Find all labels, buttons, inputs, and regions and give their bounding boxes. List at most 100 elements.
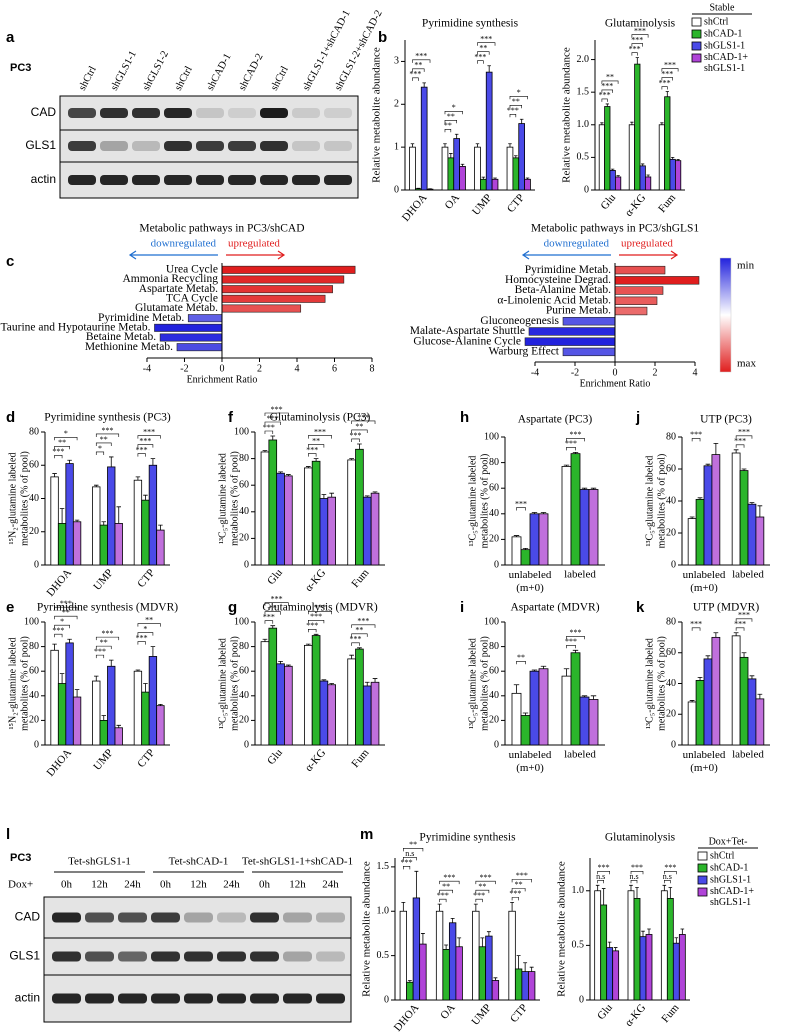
band <box>316 912 345 923</box>
bar <box>442 949 450 1001</box>
bar <box>65 642 74 746</box>
bar <box>612 950 620 1001</box>
bar <box>221 294 326 303</box>
y-tick-label: 0 <box>584 184 589 195</box>
bar <box>453 138 460 191</box>
sig-bracket <box>477 51 490 55</box>
x-tick-label: 4 <box>294 363 299 374</box>
sig-label: *** <box>271 405 283 414</box>
bar <box>598 124 606 191</box>
sig-bracket <box>137 632 154 636</box>
error-bar <box>757 505 763 517</box>
sig-label: *** <box>139 436 151 445</box>
colorbar-label: min <box>737 260 755 272</box>
y-tick-label: 80 <box>666 431 676 442</box>
x-tick-label: labeled <box>732 569 764 581</box>
x-tick-label: 4 <box>693 367 698 378</box>
bar <box>107 466 116 566</box>
colorbar <box>719 257 732 373</box>
band <box>164 141 192 151</box>
error-bar <box>646 174 650 177</box>
x-tick-label: OA <box>443 192 462 212</box>
error-bar <box>286 474 291 476</box>
sig-label: *** <box>52 626 64 635</box>
sig-label: * <box>98 444 102 453</box>
y-tick-label: 80 <box>239 641 249 652</box>
legend-label: shCAD-1 <box>710 862 748 873</box>
y-tick-label: 0 <box>34 559 39 570</box>
y-tick-label: 0 <box>494 559 499 570</box>
x-tick-label: UMP <box>91 747 116 773</box>
chart-title: Glutaminolysis <box>605 832 676 844</box>
y-tick-label: 80 <box>239 453 249 464</box>
sig-label: * <box>64 429 68 438</box>
error-bar <box>493 977 498 981</box>
sig-bracket <box>54 436 78 441</box>
arrow <box>619 250 679 260</box>
error-bar <box>590 695 597 700</box>
sig-bracket <box>601 98 608 102</box>
band <box>118 951 147 962</box>
sig-bracket <box>735 618 753 622</box>
sig-bracket <box>54 454 63 459</box>
sig-bracket <box>475 898 483 903</box>
error-bar <box>540 665 547 669</box>
sig-bracket <box>137 453 146 457</box>
error-bar <box>329 492 335 498</box>
sig-label: *** <box>661 69 673 78</box>
category-label: α-Linolenic Acid Metab. <box>497 294 611 306</box>
group-label: Tet-shCAD-1 <box>169 856 229 868</box>
sig-bracket <box>566 635 585 640</box>
error-bar <box>321 679 327 682</box>
band <box>250 951 279 962</box>
sig-bracket <box>735 435 753 439</box>
sig-bracket <box>439 898 447 903</box>
bar <box>347 459 356 566</box>
bar <box>303 644 313 746</box>
sig-bracket <box>95 654 105 659</box>
y-axis-label: metabolites (% of pool) <box>19 636 30 731</box>
sig-label: *** <box>314 427 326 436</box>
sig-label: ** <box>269 604 277 613</box>
bar <box>687 701 697 746</box>
sig-bracket <box>403 857 417 861</box>
band <box>118 912 147 923</box>
error-bar <box>437 903 442 912</box>
sig-bracket <box>516 660 526 665</box>
sig-bracket <box>509 104 522 109</box>
error-bar <box>286 664 291 667</box>
sig-label: *** <box>310 612 322 621</box>
colorbar-label: max <box>737 358 756 370</box>
timepoint: 24h <box>223 879 240 891</box>
x-tick-label: -2 <box>571 367 579 378</box>
error-bar <box>407 980 412 983</box>
x-tick-label: DHOA <box>44 567 74 599</box>
band <box>68 175 96 185</box>
bar <box>529 670 540 746</box>
sig-label: *** <box>565 439 577 448</box>
y-axis-label: ¹³C₅-glutamine labeled <box>467 638 478 729</box>
bar <box>409 146 416 191</box>
legend-swatch <box>697 887 708 897</box>
legend-label: shCAD-1+ shGLS1-1 <box>710 886 754 908</box>
sig-label: *** <box>659 78 671 87</box>
x-tick-label: 0 <box>219 363 224 374</box>
group-label: Tet-shGLS1-1 <box>68 856 131 868</box>
error-bar <box>531 669 538 672</box>
sig-label: n.s <box>629 872 638 881</box>
error-bar <box>590 487 597 490</box>
x-tick-label: unlabeled (m+0) <box>683 569 726 594</box>
bar <box>72 521 82 566</box>
y-tick-label: 60 <box>489 482 499 493</box>
sig-bracket <box>308 444 325 448</box>
sig-label: *** <box>734 620 746 629</box>
band <box>118 993 147 1004</box>
sig-label: ** <box>100 638 108 647</box>
error-bar <box>422 82 426 88</box>
sig-label: * <box>143 624 147 633</box>
error-bar <box>262 450 268 452</box>
sig-bracket <box>137 623 161 627</box>
bar <box>221 285 333 294</box>
bar <box>669 158 676 191</box>
bar <box>755 698 765 746</box>
